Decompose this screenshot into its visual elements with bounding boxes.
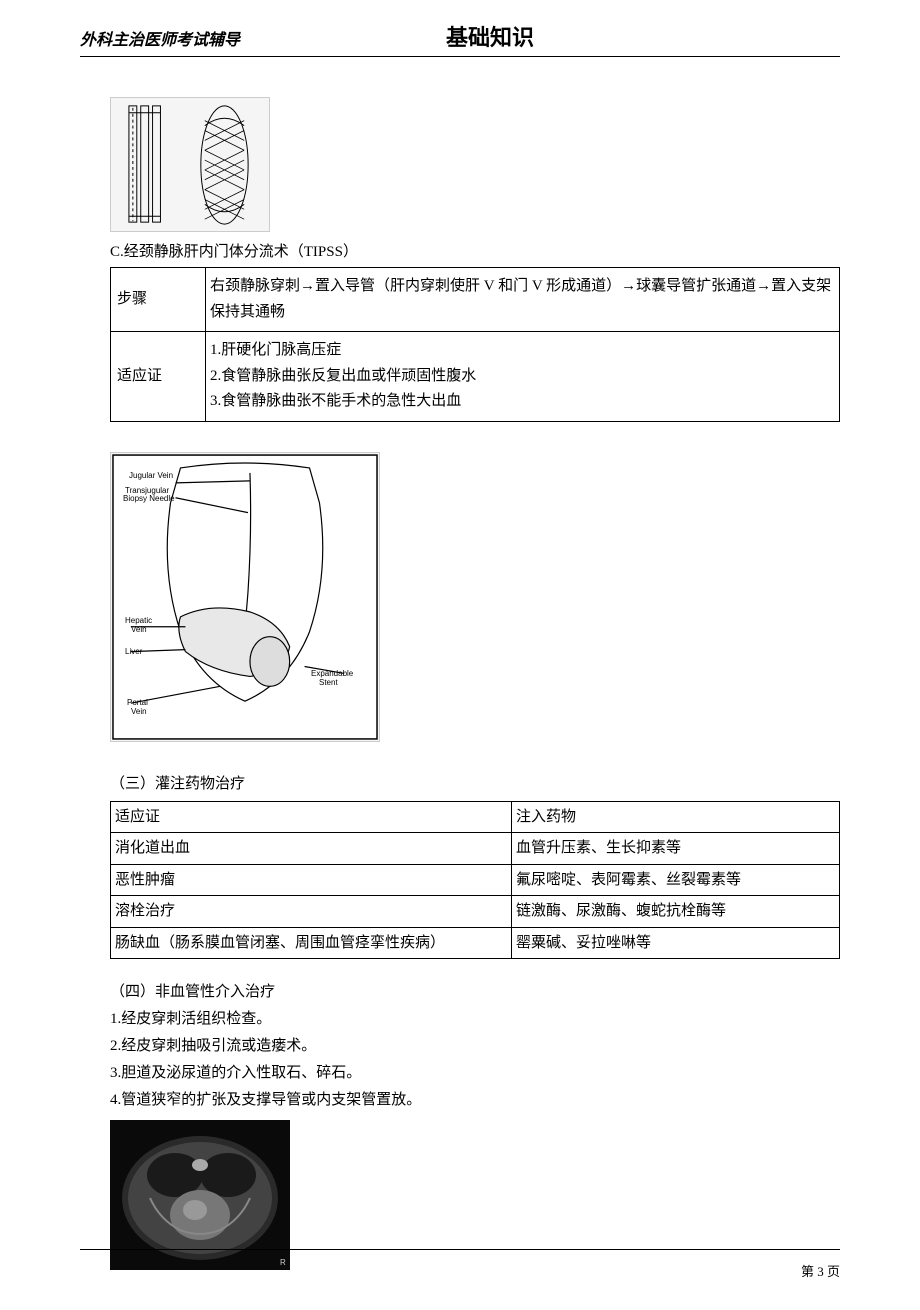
table-row: 步骤 右颈静脉穿刺→置入导管（肝内穿刺使肝 V 和门 V 形成通道）→球囊导管扩… bbox=[111, 268, 840, 332]
section-c-label: C.经颈静脉肝内门体分流术（TIPSS） bbox=[110, 240, 840, 261]
anatomy-label: Vein bbox=[131, 707, 147, 716]
t1-r1-content: 1.肝硬化门脉高压症 2.食管静脉曲张反复出血或伴顽固性腹水 3.食管静脉曲张不… bbox=[206, 332, 840, 422]
anatomy-label: Biopsy Needle bbox=[123, 494, 175, 503]
stent-figure bbox=[110, 97, 270, 232]
table-row: 恶性肿瘤 氟尿嘧啶、表阿霉素、丝裂霉素等 bbox=[111, 864, 840, 896]
tipss-table: 步骤 右颈静脉穿刺→置入导管（肝内穿刺使肝 V 和门 V 形成通道）→球囊导管扩… bbox=[110, 267, 840, 422]
t2-h0: 适应证 bbox=[111, 801, 512, 833]
t1-r1-label: 适应证 bbox=[111, 332, 206, 422]
page-header: 外科主治医师考试辅导 基础知识 bbox=[80, 20, 840, 57]
section-4-item: 1.经皮穿刺活组织检查。 bbox=[110, 1006, 840, 1033]
table-row: 适应证 注入药物 bbox=[111, 801, 840, 833]
t1-r0-label: 步骤 bbox=[111, 268, 206, 332]
section-4-item: 4.管道狭窄的扩张及支撑导管或内支架管置放。 bbox=[110, 1087, 840, 1114]
section-3-title: （三）灌注药物治疗 bbox=[110, 772, 840, 793]
t2-cell: 氟尿嘧啶、表阿霉素、丝裂霉素等 bbox=[511, 864, 839, 896]
footer-rule bbox=[80, 1249, 840, 1250]
t1-r0-content: 右颈静脉穿刺→置入导管（肝内穿刺使肝 V 和门 V 形成通道）→球囊导管扩张通道… bbox=[206, 268, 840, 332]
anatomy-label: Jugular Vein bbox=[129, 471, 173, 480]
anatomy-label: Hepatic bbox=[125, 616, 152, 625]
section-4-item: 3.胆道及泌尿道的介入性取石、碎石。 bbox=[110, 1060, 840, 1087]
anatomy-label: Stent bbox=[319, 678, 338, 687]
t2-cell: 消化道出血 bbox=[111, 833, 512, 865]
anatomy-label: Portal bbox=[127, 698, 148, 707]
anatomy-label: Vein bbox=[131, 625, 147, 634]
t2-cell: 肠缺血（肠系膜血管闭塞、周围血管痉挛性疾病） bbox=[111, 927, 512, 959]
page-number: 第 3 页 bbox=[801, 1261, 840, 1280]
table-row: 消化道出血 血管升压素、生长抑素等 bbox=[111, 833, 840, 865]
table-row: 肠缺血（肠系膜血管闭塞、周围血管痉挛性疾病） 罂粟碱、妥拉唑啉等 bbox=[111, 927, 840, 959]
section-4-title: （四）非血管性介入治疗 bbox=[110, 979, 840, 1006]
drug-table: 适应证 注入药物 消化道出血 血管升压素、生长抑素等 恶性肿瘤 氟尿嘧啶、表阿霉… bbox=[110, 801, 840, 960]
t2-cell: 罂粟碱、妥拉唑啉等 bbox=[511, 927, 839, 959]
t2-cell: 血管升压素、生长抑素等 bbox=[511, 833, 839, 865]
t2-cell: 溶栓治疗 bbox=[111, 896, 512, 928]
t2-cell: 恶性肿瘤 bbox=[111, 864, 512, 896]
t2-cell: 链激酶、尿激酶、蝮蛇抗栓酶等 bbox=[511, 896, 839, 928]
ct-scan-figure: R bbox=[110, 1120, 290, 1270]
t1-line: 2.食管静脉曲张反复出血或伴顽固性腹水 bbox=[210, 364, 835, 390]
t1-line: 3.食管静脉曲张不能手术的急性大出血 bbox=[210, 389, 835, 415]
table-row: 适应证 1.肝硬化门脉高压症 2.食管静脉曲张反复出血或伴顽固性腹水 3.食管静… bbox=[111, 332, 840, 422]
section-4-item: 2.经皮穿刺抽吸引流或造瘘术。 bbox=[110, 1033, 840, 1060]
svg-text:R: R bbox=[280, 1258, 286, 1267]
table-row: 溶栓治疗 链激酶、尿激酶、蝮蛇抗栓酶等 bbox=[111, 896, 840, 928]
t2-h1: 注入药物 bbox=[511, 801, 839, 833]
anatomy-label: Expandable bbox=[311, 669, 353, 678]
anatomy-figure: Jugular Vein Transjugular Biopsy Needle … bbox=[110, 452, 380, 742]
header-center: 基础知识 bbox=[140, 20, 840, 52]
anatomy-label: Liver bbox=[125, 647, 142, 656]
t1-line: 1.肝硬化门脉高压症 bbox=[210, 338, 835, 364]
section-4: （四）非血管性介入治疗 1.经皮穿刺活组织检查。 2.经皮穿刺抽吸引流或造瘘术。… bbox=[110, 979, 840, 1114]
